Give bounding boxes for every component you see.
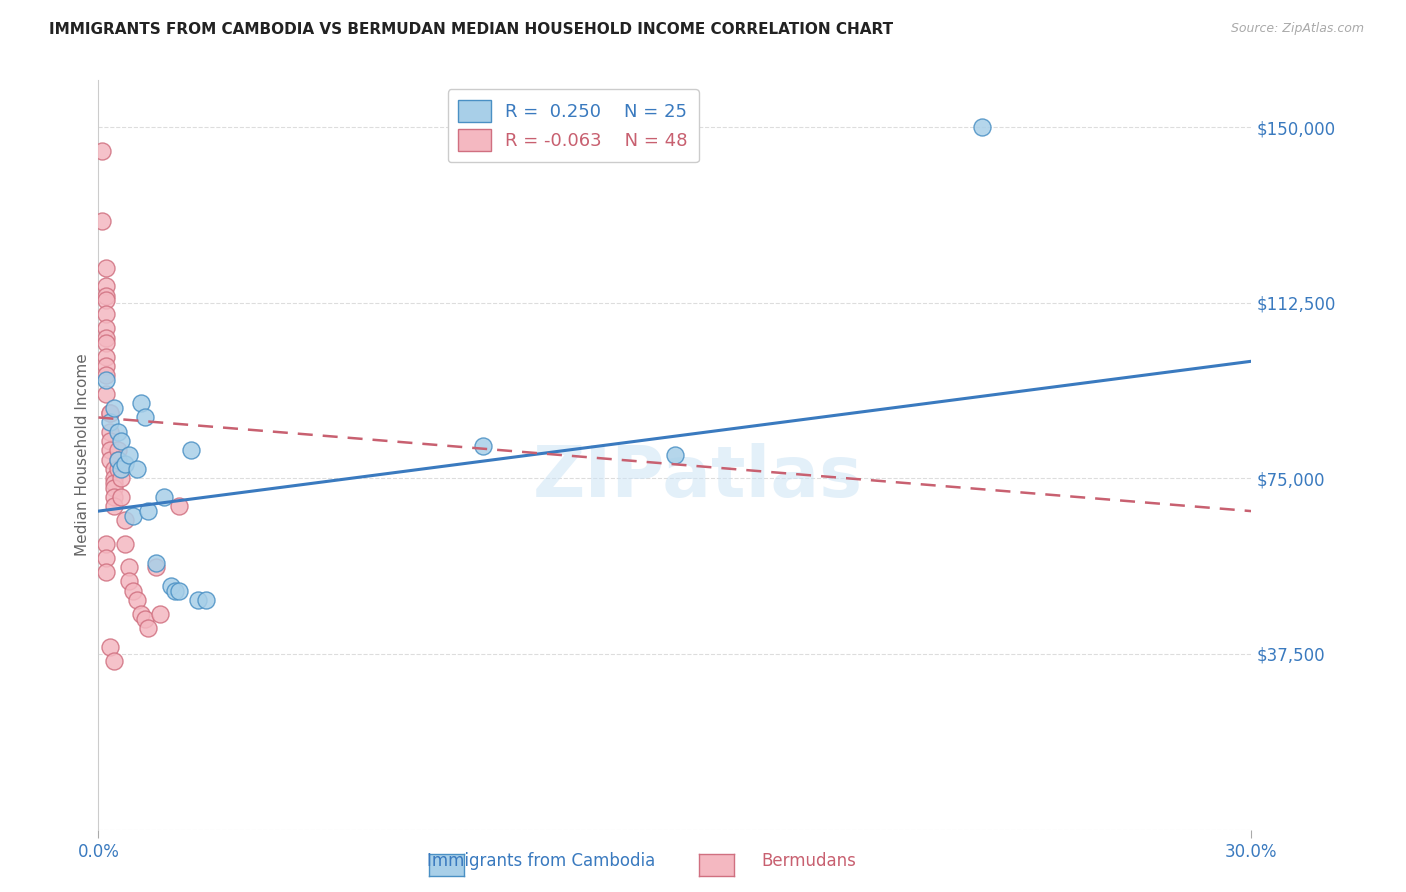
Point — [103, 481, 125, 495]
Point — [94, 321, 117, 335]
Point — [103, 490, 125, 504]
Point — [94, 373, 117, 387]
Point — [125, 462, 148, 476]
Text: IMMIGRANTS FROM CAMBODIA VS BERMUDAN MEDIAN HOUSEHOLD INCOME CORRELATION CHART: IMMIGRANTS FROM CAMBODIA VS BERMUDAN MED… — [49, 22, 893, 37]
Point — [94, 307, 117, 321]
Point — [98, 415, 121, 429]
Point — [167, 583, 190, 598]
Point — [94, 279, 117, 293]
Point — [195, 593, 218, 607]
Point — [110, 471, 132, 485]
Point — [118, 560, 141, 574]
Point — [94, 350, 117, 364]
Text: Source: ZipAtlas.com: Source: ZipAtlas.com — [1230, 22, 1364, 36]
Point — [122, 508, 145, 523]
Point — [180, 443, 202, 458]
Point — [138, 504, 160, 518]
Point — [98, 434, 121, 448]
Point — [134, 612, 156, 626]
Y-axis label: Median Household Income: Median Household Income — [75, 353, 90, 557]
Text: Immigrants from Cambodia: Immigrants from Cambodia — [427, 852, 655, 870]
Point — [107, 462, 129, 476]
Point — [149, 607, 172, 621]
Point — [122, 583, 145, 598]
Point — [107, 452, 129, 467]
Point — [103, 462, 125, 476]
Point — [98, 640, 121, 654]
Text: Bermudans: Bermudans — [761, 852, 856, 870]
Point — [94, 260, 117, 275]
Point — [165, 583, 187, 598]
Point — [110, 490, 132, 504]
Point — [103, 654, 125, 668]
Point — [103, 476, 125, 491]
Point — [94, 359, 117, 373]
Point — [118, 448, 141, 462]
Point — [129, 396, 152, 410]
Point — [125, 593, 148, 607]
Point — [94, 565, 117, 579]
Text: ZIPatlas: ZIPatlas — [533, 443, 863, 512]
Point — [94, 335, 117, 350]
Point — [187, 593, 209, 607]
Legend: R =  0.250    N = 25, R = -0.063    N = 48: R = 0.250 N = 25, R = -0.063 N = 48 — [447, 89, 699, 162]
Point — [134, 410, 156, 425]
Point — [94, 331, 117, 345]
Point — [118, 574, 141, 589]
Point — [145, 556, 167, 570]
Point — [110, 434, 132, 448]
Point — [103, 401, 125, 416]
Point — [972, 120, 994, 135]
Point — [91, 213, 114, 227]
Point — [129, 607, 152, 621]
Point — [138, 621, 160, 635]
Point — [98, 452, 121, 467]
Point — [98, 406, 121, 420]
Point — [114, 514, 136, 528]
Point — [103, 500, 125, 514]
Point — [103, 471, 125, 485]
Point — [160, 579, 183, 593]
Point — [94, 537, 117, 551]
Point — [167, 500, 190, 514]
Point — [94, 368, 117, 383]
Point — [94, 293, 117, 308]
Point — [94, 387, 117, 401]
Point — [107, 425, 129, 439]
Point — [145, 560, 167, 574]
Point — [664, 448, 686, 462]
Point — [110, 462, 132, 476]
Point — [94, 551, 117, 566]
Point — [114, 537, 136, 551]
Point — [98, 443, 121, 458]
Point — [471, 439, 494, 453]
Point — [107, 443, 129, 458]
Point — [91, 144, 114, 158]
Point — [94, 289, 117, 303]
Point — [114, 457, 136, 471]
Point — [98, 425, 121, 439]
Point — [107, 452, 129, 467]
Point — [152, 490, 174, 504]
Point — [98, 406, 121, 420]
